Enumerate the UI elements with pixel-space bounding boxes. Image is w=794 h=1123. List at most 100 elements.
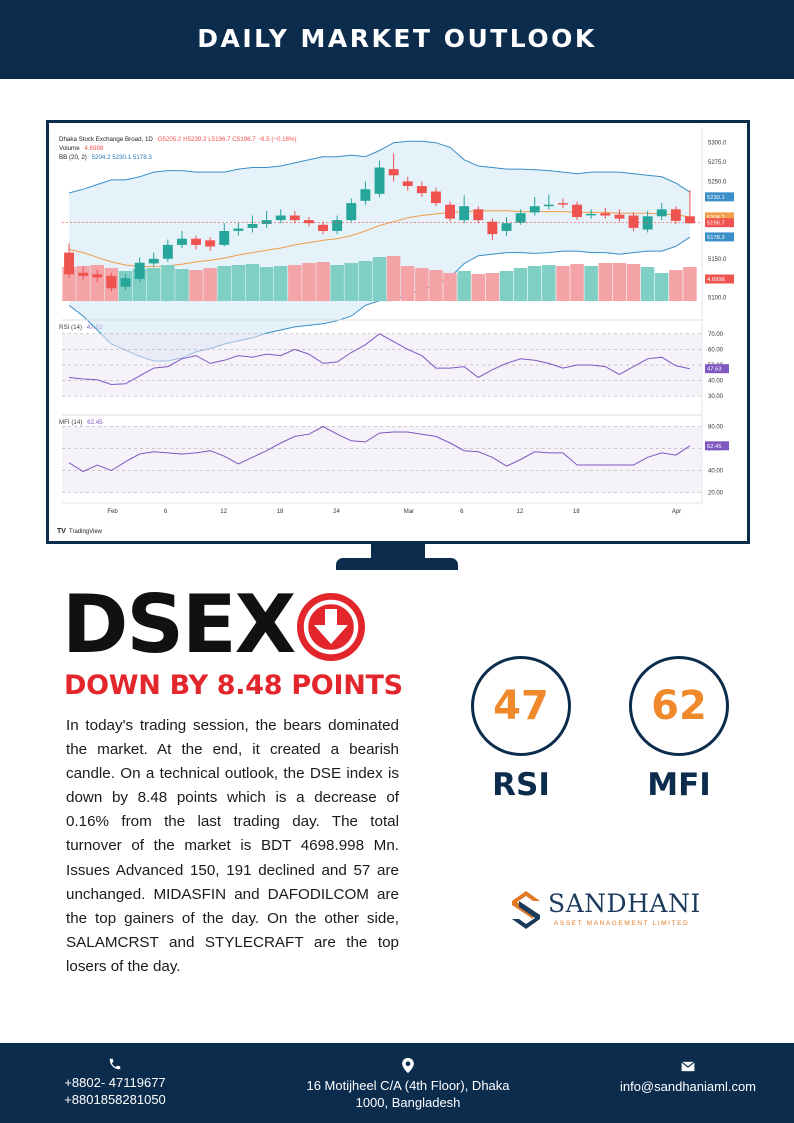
time-axis-tick: 24 xyxy=(333,509,340,515)
candle-body xyxy=(572,204,582,218)
volume-bar xyxy=(90,265,104,301)
price-badge-label: 5230.1 xyxy=(707,195,725,201)
candle-body xyxy=(106,275,117,289)
volume-bar xyxy=(217,266,231,301)
volume-bar xyxy=(457,271,471,301)
time-axis-tick: Apr xyxy=(672,509,681,515)
mfi-tick: 20.00 xyxy=(708,491,724,497)
mfi-tick: 80.00 xyxy=(708,425,724,431)
volume-bar xyxy=(556,266,570,301)
price-axis-tick: 5250.0 xyxy=(708,179,727,185)
rsi-badge-label: 47.63 xyxy=(707,367,722,373)
mfi-circle: 62 xyxy=(629,656,729,756)
candle-body xyxy=(289,215,300,221)
price-axis-tick: 5150.0 xyxy=(708,257,727,263)
candle-body xyxy=(233,228,244,231)
company-logo: SANDHANI ASSET MANAGEMENT LIMITED xyxy=(506,887,700,933)
volume-bar xyxy=(443,273,457,301)
footer-email: info@sandhaniaml.com xyxy=(606,1061,770,1096)
volume-bar xyxy=(527,266,542,301)
candle-body xyxy=(360,189,371,201)
candle-body xyxy=(374,167,385,194)
time-axis-tick: 18 xyxy=(573,509,580,515)
time-axis-tick: 6 xyxy=(460,509,464,515)
candle-body xyxy=(275,215,286,221)
rsi-value: 47 xyxy=(493,683,549,729)
address-line-1: 16 Motijheel C/A (4th Floor), Dhaka xyxy=(306,1078,510,1093)
tradingview-logo: TV TradingView xyxy=(57,528,103,535)
candle-body xyxy=(416,186,427,194)
email-address[interactable]: info@sandhaniaml.com xyxy=(619,1079,757,1094)
candle-body xyxy=(501,223,512,231)
bollinger-fill xyxy=(69,141,690,361)
price-axis-tick: 5100.0 xyxy=(708,296,727,302)
candle-body xyxy=(148,258,159,264)
volume-bar xyxy=(259,267,274,301)
price-badge-bg xyxy=(705,232,734,242)
time-axis-tick: 12 xyxy=(517,509,524,515)
volume-bar xyxy=(358,261,373,301)
page-title: DAILY MARKET OUTLOOK xyxy=(197,24,597,53)
phone-number-1[interactable]: +8802- 47119677 xyxy=(64,1075,166,1090)
rsi-tick: 40.00 xyxy=(708,379,724,385)
rsi-badge-bg xyxy=(705,364,729,374)
volume-bar xyxy=(203,268,217,301)
volume-bar xyxy=(429,270,443,301)
rsi-label: RSI (14) xyxy=(59,324,82,331)
volume-bar xyxy=(640,267,655,301)
volume-bar xyxy=(570,264,584,301)
candle-body xyxy=(162,244,173,259)
volume-badge-bg xyxy=(705,274,734,284)
price-badge-label: 5178.3 xyxy=(707,235,725,241)
candle-body xyxy=(586,213,597,216)
price-badge-bg xyxy=(705,192,734,202)
tradingview-watermark: TradingView xyxy=(69,529,103,535)
candle-body xyxy=(346,203,357,221)
volume-bar xyxy=(499,271,514,301)
volume-value: 4.6998 xyxy=(84,145,103,152)
rsi-circle: 47 xyxy=(471,656,571,756)
time-axis-tick: Feb xyxy=(107,509,118,515)
bb-values: 5204.2 5230.1 5178.3 xyxy=(92,154,153,161)
candle-body xyxy=(402,181,413,186)
volume-bar xyxy=(654,273,669,301)
candle-body xyxy=(614,214,625,219)
volume-bar xyxy=(372,257,387,301)
location-pin-icon xyxy=(402,1057,414,1074)
svg-text:Volume 4.6998: Volume 4.6998 xyxy=(59,145,104,152)
chart-symbol: Dhaka Stock Exchange Broad, 1D xyxy=(59,136,153,143)
volume-label: Volume xyxy=(59,145,80,152)
price-badge-label: 5196.7 xyxy=(707,221,725,227)
chart-ohlc: O5205.2 H5239.2 L5196.7 C5196.7 −8.5 (−0… xyxy=(158,136,297,143)
rsi-tick: 60.00 xyxy=(708,347,724,353)
logo-name: SANDHANI xyxy=(548,889,701,918)
candle-body xyxy=(78,272,89,276)
candle-body xyxy=(318,224,328,231)
down-arrow-icon xyxy=(297,593,365,661)
candle-body xyxy=(487,221,498,235)
candle-body xyxy=(177,238,187,245)
envelope-icon xyxy=(681,1061,695,1072)
bollinger-upper-line xyxy=(68,140,691,194)
volume-bar xyxy=(626,264,641,301)
candle-body xyxy=(670,209,681,221)
price-axis-tick: 5300.0 xyxy=(708,141,727,147)
mfi-label-big: MFI xyxy=(647,767,711,803)
volume-bar xyxy=(513,268,528,301)
volume-bar xyxy=(330,265,344,301)
candle-body xyxy=(120,278,131,287)
volume-bar xyxy=(415,268,429,301)
volume-bar xyxy=(471,274,485,301)
candle-body xyxy=(247,224,258,228)
volume-bar xyxy=(245,264,260,301)
volume-bar xyxy=(161,265,175,301)
price-badge-bg xyxy=(705,212,734,222)
mfi-label: MFI (14) xyxy=(59,419,82,426)
monitor-stand-neck xyxy=(371,544,425,560)
volume-bar xyxy=(669,270,683,301)
page-footer: +8802- 47119677 +8801858281050 16 Motijh… xyxy=(0,1043,794,1123)
chart-monitor: Dhaka Stock Exchange Broad, 1D O5205.2 H… xyxy=(46,120,750,544)
svg-text:BB (20, 2) 5204.2 5230.: BB (20, 2) 5204.2 5230.1 5178.3 xyxy=(59,154,152,161)
phone-number-2[interactable]: +8801858281050 xyxy=(64,1091,166,1107)
time-axis-tick: 12 xyxy=(220,509,227,515)
